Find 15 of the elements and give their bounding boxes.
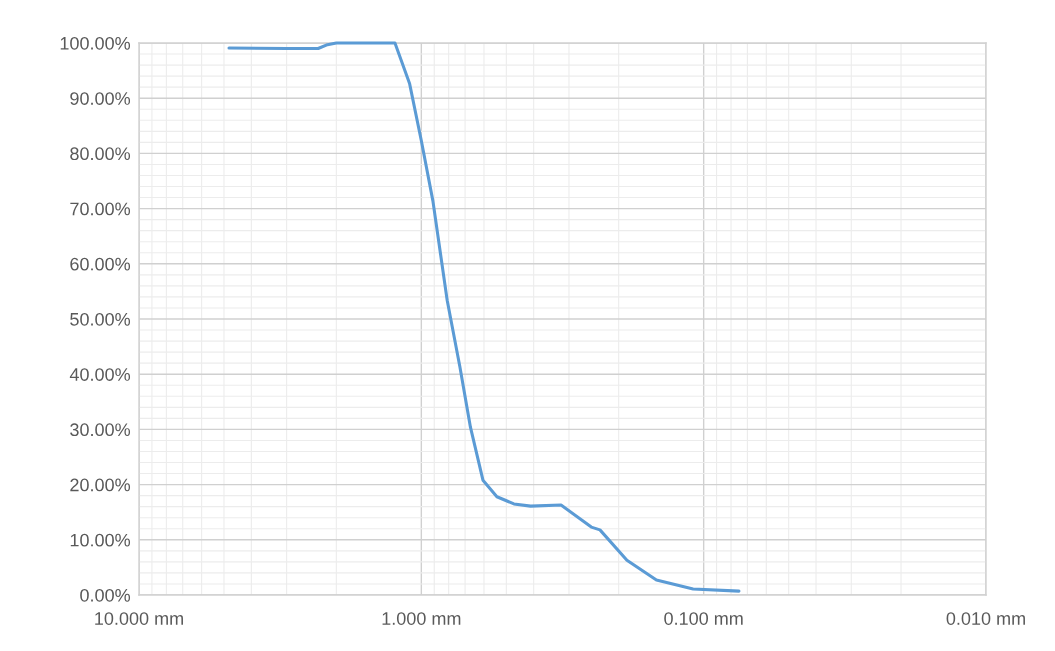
y-tick-label: 50.00% — [70, 312, 131, 326]
y-tick-label: 10.00% — [70, 533, 131, 547]
x-tick-label: 0.100 mm — [664, 612, 743, 625]
x-tick-label: 1.000 mm — [382, 612, 461, 625]
y-tick-label: 100.00% — [60, 36, 131, 50]
y-tick-label: 0.00% — [80, 588, 131, 602]
y-tick-label: 80.00% — [70, 147, 131, 161]
x-tick-label: 10.000 mm — [95, 612, 183, 625]
y-tick-label: 70.00% — [70, 202, 131, 216]
y-tick-label: 90.00% — [70, 92, 131, 105]
y-tick-label: 30.00% — [70, 423, 131, 437]
x-tick-label: 0.010 mm — [946, 612, 1025, 625]
y-tick-label: 40.00% — [69, 368, 131, 381]
y-tick-label: 20.00% — [70, 478, 131, 492]
y-tick-label: 60.00% — [70, 257, 131, 271]
